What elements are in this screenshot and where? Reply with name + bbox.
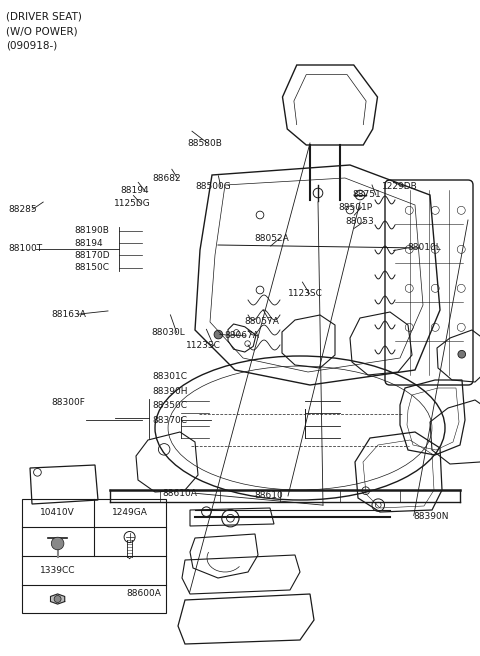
FancyBboxPatch shape	[385, 180, 473, 385]
Circle shape	[54, 596, 61, 602]
Text: 88751: 88751	[353, 190, 382, 199]
Text: 88010L: 88010L	[407, 243, 441, 253]
Text: 88194: 88194	[74, 239, 103, 248]
Circle shape	[51, 537, 64, 550]
Polygon shape	[50, 594, 65, 604]
Text: 88057A: 88057A	[245, 317, 280, 326]
Text: 88067A: 88067A	[225, 331, 260, 340]
Text: 88030L: 88030L	[151, 328, 185, 337]
Text: 88052A: 88052A	[254, 234, 289, 243]
Text: 88170D: 88170D	[74, 251, 110, 260]
Text: 1125DG: 1125DG	[114, 199, 151, 208]
Text: (090918-): (090918-)	[6, 41, 57, 51]
Text: 88163A: 88163A	[52, 310, 87, 319]
Text: 88053: 88053	[346, 216, 374, 226]
Text: 88301C: 88301C	[153, 372, 188, 381]
Text: 1123SC: 1123SC	[186, 341, 221, 350]
Text: 88350C: 88350C	[153, 401, 188, 410]
Text: 88370C: 88370C	[153, 416, 188, 425]
Text: 88194: 88194	[120, 186, 149, 195]
Text: 88100T: 88100T	[9, 244, 43, 253]
Text: 1229DB: 1229DB	[382, 182, 418, 192]
Text: 88580B: 88580B	[187, 138, 222, 148]
Text: 88285: 88285	[9, 205, 37, 214]
Bar	[22, 499, 166, 613]
Text: 88501P: 88501P	[338, 203, 372, 212]
Text: 1249GA: 1249GA	[112, 508, 147, 518]
Circle shape	[458, 350, 466, 358]
Text: (W/O POWER): (W/O POWER)	[6, 26, 77, 36]
Text: 88390N: 88390N	[414, 512, 449, 522]
Text: 88150C: 88150C	[74, 263, 109, 272]
Text: 88500G: 88500G	[196, 182, 231, 192]
Text: 88190B: 88190B	[74, 226, 109, 236]
Text: 88610: 88610	[254, 491, 283, 501]
Text: 1339CC: 1339CC	[40, 566, 75, 575]
Text: 88682: 88682	[153, 174, 181, 183]
Text: 88610A: 88610A	[162, 489, 197, 498]
Text: 1123SC: 1123SC	[288, 289, 323, 298]
Text: 88600A: 88600A	[126, 589, 161, 598]
Circle shape	[214, 330, 223, 339]
Text: 88300F: 88300F	[52, 398, 86, 407]
Text: 88390H: 88390H	[153, 387, 188, 396]
Text: 10410V: 10410V	[40, 508, 75, 518]
Text: (DRIVER SEAT): (DRIVER SEAT)	[6, 12, 82, 22]
